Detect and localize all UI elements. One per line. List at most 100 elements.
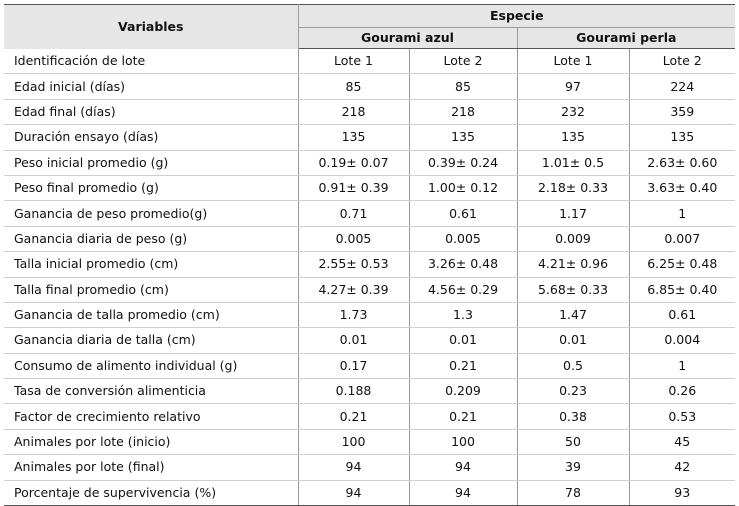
table-cell: 135 [517, 124, 630, 151]
table-row: Animales por lote (final) 94 94 39 42 [4, 454, 736, 481]
header-species-gourami-perla: Gourami perla [517, 27, 736, 49]
table-cell: 3.26± 0.48 [409, 251, 518, 278]
table-cell: 0.21 [409, 353, 518, 380]
row-label: Talla inicial promedio (cm) [4, 251, 299, 278]
table-cell: 0.26 [629, 378, 736, 405]
table-cell: 2.55± 0.53 [298, 251, 410, 278]
table-cell: 0.53 [629, 403, 736, 430]
table-cell: 0.19± 0.07 [298, 150, 410, 176]
table-cell: 1.3 [409, 302, 518, 329]
table-cell: 94 [298, 480, 410, 506]
table-cell: 1.00± 0.12 [409, 175, 518, 202]
table-row: Consumo de alimento individual (g) 0.17 0.… [4, 353, 736, 380]
table-cell: 0.61 [409, 200, 518, 227]
table-cell: 93 [629, 480, 736, 506]
table-cell: 0.91± 0.39 [298, 175, 410, 202]
table-row: Factor de crecimiento relativo 0.21 0.21 0.… [4, 403, 736, 430]
table-cell: 0.21 [409, 403, 518, 430]
table-cell: 6.85± 0.40 [629, 277, 736, 303]
table-cell: 100 [409, 429, 518, 456]
table-cell: 45 [629, 429, 736, 456]
results-table: Variables Especie Gourami azul Gourami p… [4, 4, 736, 506]
table-cell: 0.009 [517, 226, 630, 253]
results-table-container: Variables Especie Gourami azul Gourami p… [4, 4, 736, 506]
header-row-1: Variables Especie [4, 4, 736, 49]
table-cell: 1.73 [298, 302, 410, 329]
row-label: Duración ensayo (días) [4, 124, 299, 151]
table-row: Ganancia de talla promedio (cm) 1.73 1.3 1.… [4, 302, 736, 329]
table-cell: 50 [517, 429, 630, 456]
table-cell: 224 [629, 73, 736, 100]
table-cell: 0.21 [298, 403, 410, 430]
table-cell: 5.68± 0.33 [517, 277, 630, 303]
row-label: Animales por lote (inicio) [4, 429, 299, 456]
table-row: Edad final (días) 218 218 232 359 [4, 99, 736, 126]
table-cell: 78 [517, 480, 630, 506]
row-label: Consumo de alimento individual (g) [4, 353, 299, 380]
table-cell: 1.47 [517, 302, 630, 329]
header-variables: Variables [4, 4, 299, 49]
table-cell: 85 [298, 73, 410, 100]
row-label: Edad final (días) [4, 99, 299, 126]
table-cell: 4.21± 0.96 [517, 251, 630, 278]
table-row: Talla inicial promedio (cm) 2.55± 0.53 3.2… [4, 251, 736, 278]
table-cell: 0.71 [298, 200, 410, 227]
table-cell: 94 [409, 454, 518, 481]
table-cell: 0.61 [629, 302, 736, 329]
row-label: Edad inicial (días) [4, 73, 299, 100]
table-cell: 0.39± 0.24 [409, 150, 518, 176]
table-cell: Lote 1 [298, 48, 410, 75]
table-cell: 3.63± 0.40 [629, 175, 736, 202]
table-cell: 218 [298, 99, 410, 126]
table-header: Variables Especie Gourami azul Gourami p… [4, 4, 736, 49]
header-row-2: Gourami azul Gourami perla [4, 27, 736, 49]
table-row: Porcentaje de supervivencia (%) 94 94 78 93 [4, 480, 736, 506]
table-cell: 4.56± 0.29 [409, 277, 518, 303]
table-cell: Lote 2 [409, 48, 518, 75]
table-cell: 1 [629, 353, 736, 380]
row-label: Ganancia diaria de talla (cm) [4, 327, 299, 354]
table-cell: 0.01 [298, 327, 410, 354]
table-cell: 39 [517, 454, 630, 481]
table-row: Ganancia diaria de talla (cm) 0.01 0.01 0.0… [4, 327, 736, 354]
table-cell: 85 [409, 73, 518, 100]
table-cell: 0.17 [298, 353, 410, 380]
table-cell: 0.5 [517, 353, 630, 380]
row-label: Peso inicial promedio (g) [4, 150, 299, 176]
table-cell: 1 [629, 200, 736, 227]
table-cell: 135 [409, 124, 518, 151]
row-label: Identificación de lote [4, 48, 299, 75]
table-row: Identificación de lote Lote 1 Lote 2 Lote 1… [4, 48, 736, 75]
row-label: Tasa de conversión alimenticia [4, 378, 299, 405]
table-cell: 359 [629, 99, 736, 126]
table-row: Ganancia diaria de peso (g) 0.005 0.005 0.0… [4, 226, 736, 253]
table-cell: 218 [409, 99, 518, 126]
table-cell: 135 [629, 124, 736, 151]
table-cell: 4.27± 0.39 [298, 277, 410, 303]
table-body: Identificación de lote Lote 1 Lote 2 Lote 1… [4, 48, 736, 506]
row-label: Factor de crecimiento relativo [4, 403, 299, 430]
row-label: Ganancia de talla promedio (cm) [4, 302, 299, 329]
table-cell: 0.38 [517, 403, 630, 430]
table-row: Peso final promedio (g) 0.91± 0.39 1.00± 0… [4, 175, 736, 202]
table-cell: Lote 2 [629, 48, 736, 75]
table-cell: 42 [629, 454, 736, 481]
row-label: Talla final promedio (cm) [4, 277, 299, 303]
table-cell: 232 [517, 99, 630, 126]
table-cell: 0.005 [298, 226, 410, 253]
table-row: Animales por lote (inicio) 100 100 50 45 [4, 429, 736, 456]
table-row: Duración ensayo (días) 135 135 135 135 [4, 124, 736, 151]
table-cell: 6.25± 0.48 [629, 251, 736, 278]
table-cell: 0.23 [517, 378, 630, 405]
row-label: Ganancia de peso promedio(g) [4, 200, 299, 227]
table-row: Edad inicial (días) 85 85 97 224 [4, 73, 736, 100]
table-cell: 2.63± 0.60 [629, 150, 736, 176]
table-cell: 100 [298, 429, 410, 456]
table-row: Tasa de conversión alimenticia 0.188 0.209… [4, 378, 736, 405]
table-cell: 94 [298, 454, 410, 481]
table-row: Ganancia de peso promedio(g) 0.71 0.61 1.17… [4, 200, 736, 227]
row-label: Animales por lote (final) [4, 454, 299, 481]
table-cell: 0.188 [298, 378, 410, 405]
table-cell: 94 [409, 480, 518, 506]
row-label: Ganancia diaria de peso (g) [4, 226, 299, 253]
